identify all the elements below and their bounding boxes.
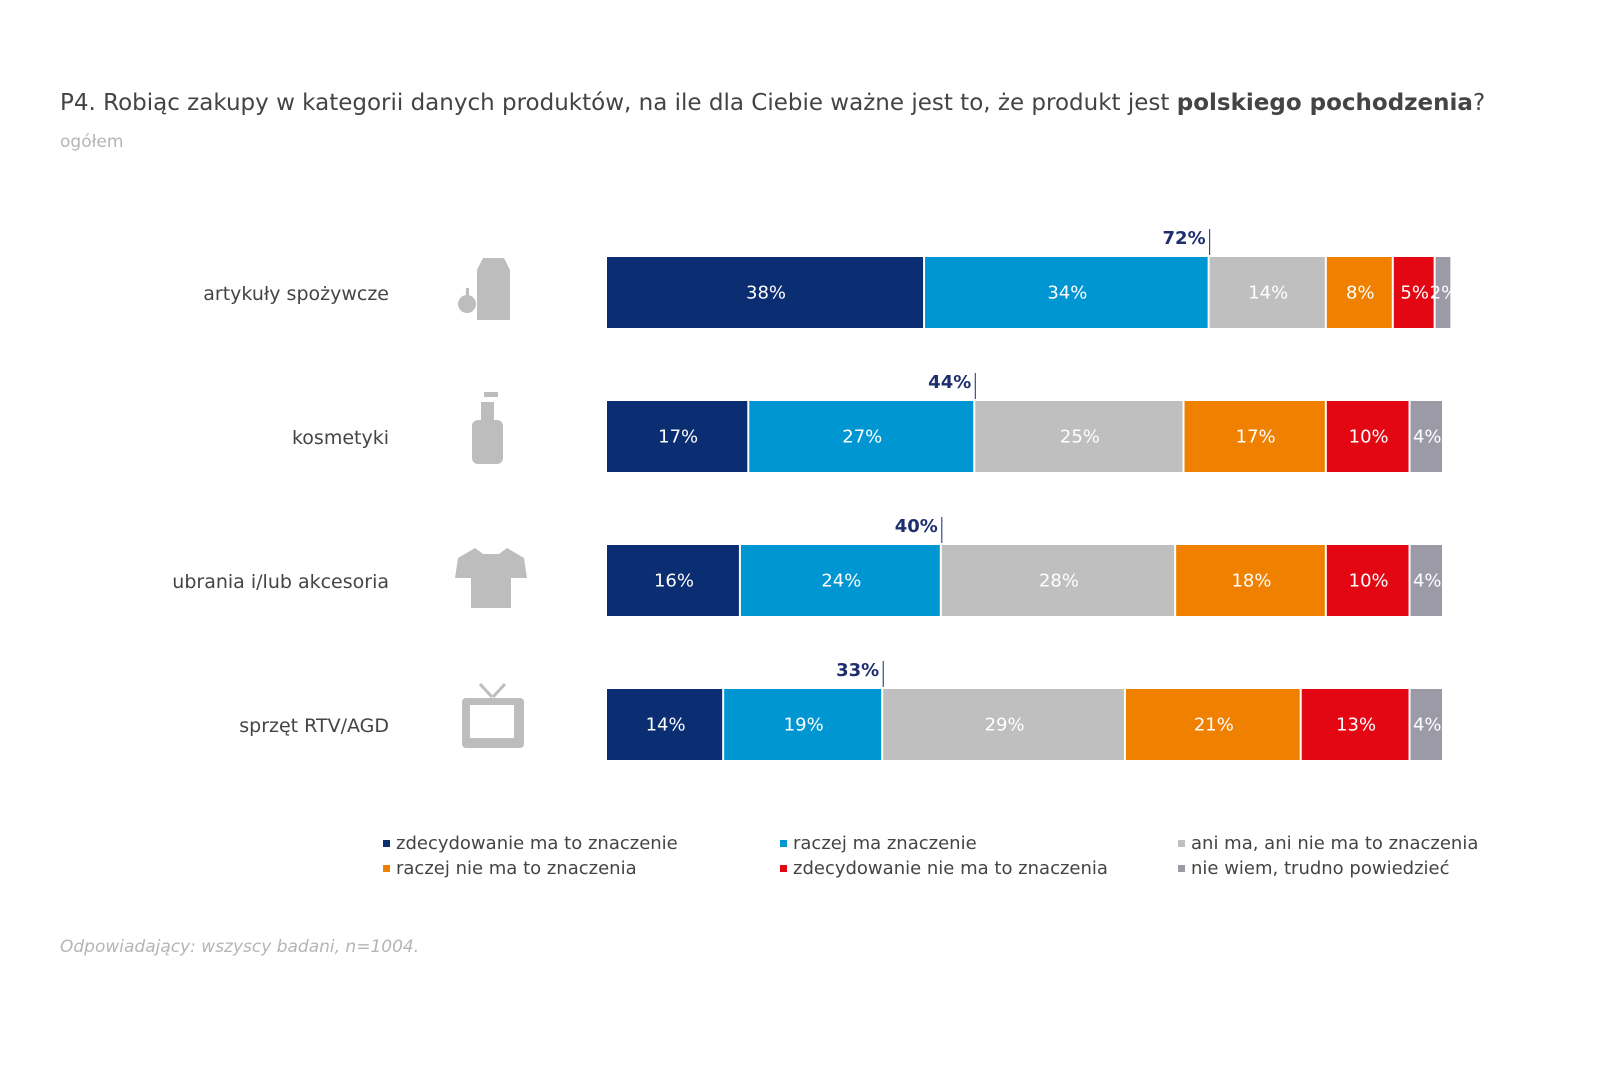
value-label: 17% bbox=[658, 427, 698, 448]
icon-tv bbox=[462, 682, 524, 748]
legend-label: nie wiem, trudno powiedzieć bbox=[1191, 858, 1450, 879]
legend-swatch bbox=[780, 840, 787, 847]
value-label: 8% bbox=[1346, 283, 1375, 304]
category-label: sprzęt RTV/AGD bbox=[239, 715, 389, 737]
value-label: 13% bbox=[1336, 715, 1376, 736]
value-label: 14% bbox=[646, 715, 686, 736]
bar-segment bbox=[1435, 257, 1451, 328]
legend-label: raczej ma znaczenie bbox=[793, 833, 977, 854]
bar-segment bbox=[1125, 689, 1300, 760]
icon-cosmetics bbox=[472, 392, 503, 464]
value-label: 4% bbox=[1413, 715, 1442, 736]
bar-segment bbox=[1326, 401, 1409, 472]
chart-title: P4. Robiąc zakupy w kategorii danych pro… bbox=[60, 90, 1485, 116]
bar-segment bbox=[1326, 545, 1409, 616]
value-label: 24% bbox=[821, 571, 861, 592]
value-label: 10% bbox=[1349, 571, 1389, 592]
legend-swatch bbox=[1178, 865, 1185, 872]
category-label: artykuły spożywcze bbox=[203, 283, 389, 305]
bar-segment bbox=[941, 545, 1175, 616]
value-label: 10% bbox=[1349, 427, 1389, 448]
bar-segment bbox=[1209, 257, 1325, 328]
bar-segment bbox=[1410, 689, 1442, 760]
value-label: 4% bbox=[1413, 571, 1442, 592]
legend-label: zdecydowanie nie ma to znaczenia bbox=[793, 858, 1108, 879]
legend-label: raczej nie ma to znaczenia bbox=[396, 858, 637, 879]
bar-segment bbox=[883, 689, 1124, 760]
footnote: Odpowiadający: wszyscy badani, n=1004. bbox=[60, 937, 419, 957]
value-label: 29% bbox=[985, 715, 1025, 736]
bar-segment bbox=[607, 401, 748, 472]
bar-segment bbox=[1393, 257, 1434, 328]
bar-segment bbox=[1301, 689, 1409, 760]
value-label: 17% bbox=[1236, 427, 1276, 448]
value-label: 2% bbox=[1430, 283, 1459, 304]
bar-segment bbox=[607, 689, 723, 760]
legend-swatch bbox=[383, 840, 390, 847]
bar-segment bbox=[740, 545, 940, 616]
bar-segment bbox=[1326, 257, 1392, 328]
value-label: 34% bbox=[1047, 283, 1087, 304]
legend-swatch bbox=[1178, 840, 1185, 847]
bar-segment bbox=[607, 257, 924, 328]
bar-segment bbox=[1410, 545, 1442, 616]
legend-swatch bbox=[780, 865, 787, 872]
value-label: 25% bbox=[1060, 427, 1100, 448]
bar-segment bbox=[975, 401, 1183, 472]
legend-label: zdecydowanie ma to znaczenie bbox=[396, 833, 678, 854]
icon-shirt bbox=[455, 548, 527, 608]
value-label: 4% bbox=[1413, 427, 1442, 448]
value-label: 19% bbox=[784, 715, 824, 736]
value-label: 14% bbox=[1248, 283, 1288, 304]
total-label: 44% bbox=[928, 372, 971, 393]
title-part: polskiego pochodzenia bbox=[1177, 90, 1473, 116]
category-label: kosmetyki bbox=[292, 427, 389, 449]
value-label: 5% bbox=[1400, 283, 1429, 304]
bar-segment bbox=[1410, 401, 1442, 472]
legend-label: ani ma, ani nie ma to znaczenia bbox=[1191, 833, 1478, 854]
total-label: 40% bbox=[895, 516, 938, 537]
bar-segment bbox=[724, 689, 882, 760]
total-label: 33% bbox=[836, 660, 879, 681]
value-label: 21% bbox=[1194, 715, 1234, 736]
value-label: 18% bbox=[1231, 571, 1271, 592]
bar-segment bbox=[749, 401, 974, 472]
title-part: P4. Robiąc zakupy w kategorii danych pro… bbox=[60, 90, 1177, 116]
subtitle: ogółem bbox=[60, 132, 123, 152]
bar-segment bbox=[607, 545, 739, 616]
bar-segment bbox=[1184, 401, 1325, 472]
legend-swatch bbox=[383, 865, 390, 872]
bar-segment bbox=[1176, 545, 1325, 616]
value-label: 27% bbox=[842, 427, 882, 448]
bar-segment bbox=[925, 257, 1208, 328]
category-label: ubrania i/lub akcesoria bbox=[172, 571, 389, 593]
icon-food bbox=[458, 258, 510, 320]
total-label: 72% bbox=[1163, 228, 1206, 249]
icons bbox=[455, 258, 527, 748]
value-label: 16% bbox=[654, 571, 694, 592]
value-label: 28% bbox=[1039, 571, 1079, 592]
value-label: 38% bbox=[746, 283, 786, 304]
title-part: ? bbox=[1473, 90, 1485, 116]
